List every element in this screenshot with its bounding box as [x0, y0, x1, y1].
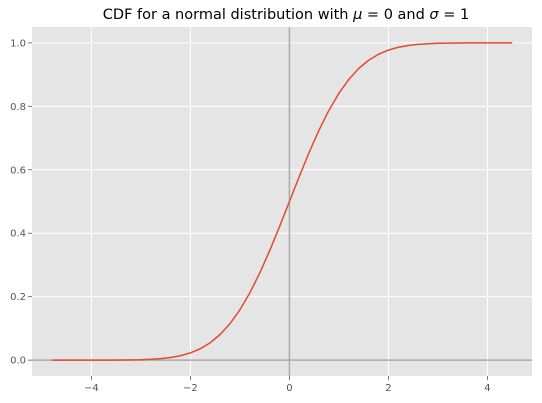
plot-area	[32, 27, 532, 376]
y-tick-label: 0.4	[10, 229, 26, 240]
chart-title: CDF for a normal distribution with μ = 0…	[103, 7, 469, 23]
x-tick-label: −4	[84, 383, 99, 394]
y-tick-label: 0.6	[10, 165, 26, 176]
y-tick-label: 1.0	[10, 38, 26, 49]
y-axis-ticks: 0.0 0.2 0.4 0.6 0.8 1.0	[10, 38, 32, 366]
x-axis-ticks: −4 −2 0 2 4	[84, 376, 491, 394]
x-tick-label: −2	[183, 383, 198, 394]
x-tick-label: 0	[286, 383, 292, 394]
x-tick-label: 2	[385, 383, 391, 394]
y-tick-label: 0.2	[10, 292, 26, 303]
x-tick-label: 4	[484, 383, 490, 394]
y-tick-label: 0.8	[10, 102, 26, 113]
y-tick-label: 0.0	[10, 356, 26, 367]
